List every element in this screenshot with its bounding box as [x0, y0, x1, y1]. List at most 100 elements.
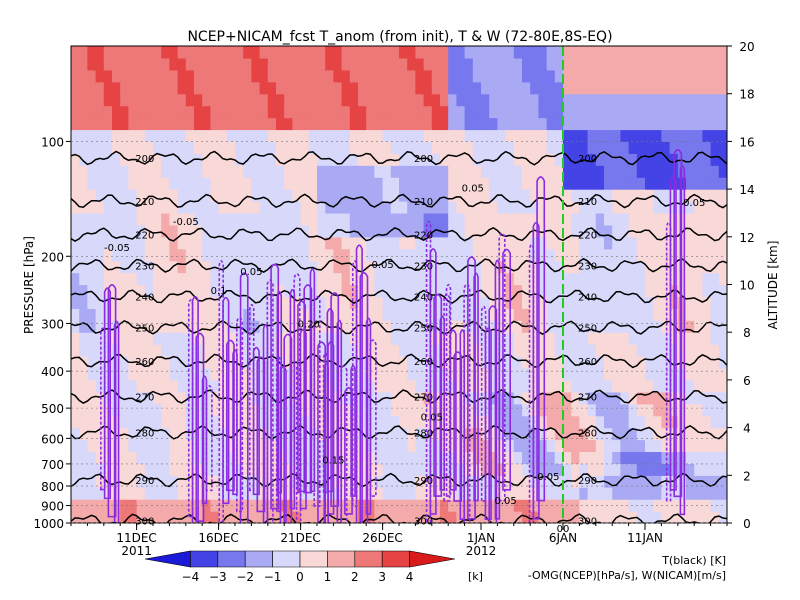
- anomaly-cell: [612, 415, 621, 429]
- anomaly-cell: [604, 177, 613, 190]
- anomaly-cell: [636, 332, 646, 345]
- omega-contour: [293, 273, 301, 494]
- anomaly-cell: [71, 189, 80, 202]
- altitude-tick-label: 6: [743, 374, 751, 388]
- anomaly-cell: [554, 224, 564, 238]
- anomaly-cell: [79, 272, 88, 286]
- anomaly-cell: [604, 224, 613, 238]
- anomaly-cell: [481, 93, 490, 107]
- anomaly-cell: [153, 201, 162, 214]
- anomaly-cell: [112, 129, 121, 143]
- anomaly-cell: [71, 284, 80, 298]
- anomaly-cell: [390, 367, 400, 381]
- anomaly-cell: [563, 153, 572, 166]
- anomaly-cell: [79, 344, 88, 357]
- anomaly-cell: [620, 224, 630, 238]
- anomaly-cell: [497, 308, 507, 321]
- anomaly-cell: [645, 212, 654, 226]
- anomaly-cell: [177, 367, 187, 381]
- anomaly-cell: [144, 129, 154, 143]
- anomaly-cell: [267, 332, 277, 345]
- anomaly-cell: [710, 415, 720, 429]
- anomaly-cell: [79, 320, 88, 333]
- omega-contours: [100, 149, 686, 523]
- anomaly-cell: [95, 487, 105, 500]
- anomaly-cell: [87, 296, 97, 309]
- anomaly-cell: [661, 367, 671, 381]
- anomaly-cell: [358, 224, 367, 238]
- anomaly-cell: [538, 367, 548, 381]
- anomaly-cell: [177, 475, 187, 488]
- colorbar-tick-label: 1: [324, 570, 332, 584]
- anomaly-cell: [87, 356, 97, 369]
- anomaly-cell: [456, 93, 466, 107]
- anomaly-cell: [686, 201, 695, 214]
- pressure-tick-label: 500: [41, 402, 64, 416]
- anomaly-cell: [390, 69, 400, 83]
- anomaly-cell: [177, 189, 187, 202]
- anomaly-cell: [366, 165, 375, 178]
- anomaly-cell: [431, 46, 441, 59]
- anomaly-shading: [71, 46, 727, 523]
- colorbar: −4 −3 −2 −1 0 1 2 3 4: [144, 550, 456, 584]
- anomaly-cell: [144, 236, 154, 250]
- anomaly-cell: [218, 212, 228, 226]
- anomaly-cell: [612, 272, 621, 286]
- anomaly-cell: [374, 296, 384, 309]
- anomaly-cell: [153, 81, 162, 95]
- anomaly-cell: [120, 69, 129, 83]
- anomaly-cell: [407, 463, 416, 476]
- anomaly-cell: [563, 296, 572, 309]
- anomaly-cell: [661, 332, 671, 345]
- anomaly-cell: [579, 46, 589, 59]
- anomaly-cell: [177, 212, 187, 226]
- anomaly-cell: [300, 81, 310, 95]
- anomaly-cell: [87, 272, 97, 286]
- anomaly-cell: [194, 117, 203, 131]
- anomaly-cell: [710, 93, 720, 107]
- anomaly-cell: [423, 105, 433, 119]
- anomaly-cell: [226, 344, 236, 357]
- anomaly-cell: [144, 379, 154, 393]
- anomaly-cell: [710, 248, 720, 262]
- anomaly-cell: [415, 93, 425, 107]
- anomaly-cell: [579, 332, 589, 345]
- anomaly-cell: [472, 189, 482, 202]
- omega-contour: [226, 339, 235, 492]
- anomaly-cell: [185, 439, 195, 453]
- temperature-contour: [71, 472, 727, 488]
- anomaly-cell: [210, 415, 220, 429]
- anomaly-cell: [169, 511, 179, 523]
- anomaly-cell: [407, 272, 416, 286]
- anomaly-cell: [95, 93, 105, 107]
- anomaly-cell: [292, 129, 302, 143]
- anomaly-cell: [218, 69, 228, 83]
- anomaly-cell: [390, 344, 400, 357]
- anomaly-cell: [431, 212, 441, 226]
- anomaly-cell: [308, 57, 318, 71]
- anomaly-cell: [579, 236, 589, 250]
- anomaly-cell: [694, 189, 703, 202]
- anomaly-cell: [563, 487, 572, 500]
- temperature-contour-label: 230: [578, 261, 597, 272]
- anomaly-cell: [686, 463, 695, 476]
- anomaly-cell: [95, 344, 105, 357]
- anomaly-cell: [554, 415, 564, 429]
- anomaly-cell: [325, 487, 334, 500]
- anomaly-cell: [71, 141, 80, 154]
- anomaly-cell: [595, 356, 605, 369]
- anomaly-cell: [341, 296, 351, 309]
- anomaly-cell: [522, 129, 531, 143]
- anomaly-cell: [194, 93, 203, 107]
- anomaly-cell: [530, 141, 539, 154]
- anomaly-cell: [489, 177, 498, 190]
- anomaly-cell: [325, 475, 334, 488]
- anomaly-cell: [161, 260, 170, 274]
- anomaly-cell: [554, 201, 564, 214]
- anomaly-cell: [71, 236, 80, 250]
- anomaly-cell: [390, 296, 400, 309]
- anomaly-cell: [194, 201, 203, 214]
- anomaly-cell: [87, 308, 97, 321]
- anomaly-cell: [95, 105, 105, 119]
- anomaly-cell: [505, 236, 515, 250]
